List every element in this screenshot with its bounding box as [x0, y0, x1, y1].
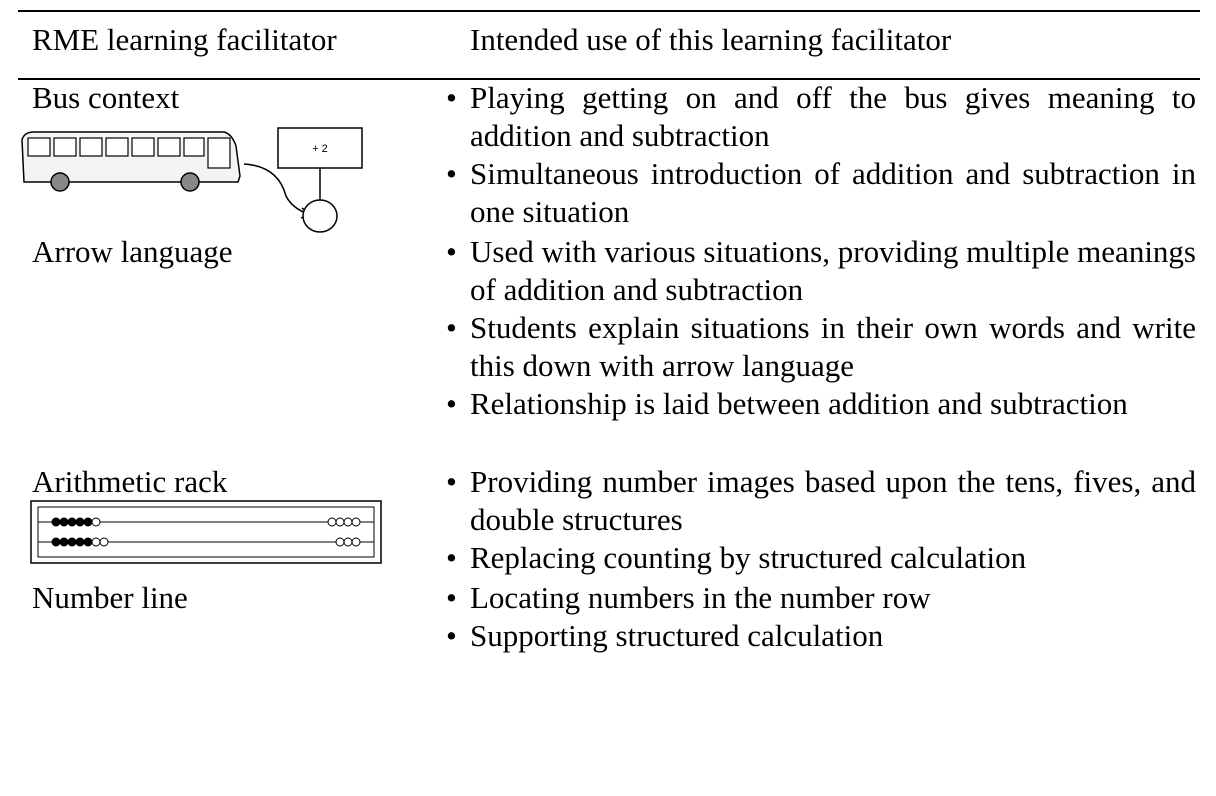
top-rule [18, 10, 1200, 12]
uses: Playing getting on and off the bus gives… [440, 79, 1196, 231]
facilitator: Number line [32, 580, 188, 615]
rack-illustration [30, 500, 382, 564]
uses: Providing number images based upon the t… [440, 463, 1196, 577]
uses: Locating numbers in the number row Suppo… [440, 579, 1196, 655]
uses: Used with various situations, providing … [440, 233, 1196, 423]
use-item: Simultaneous introduction of addition an… [440, 155, 1196, 231]
use-item: Relationship is laid between addition an… [440, 385, 1196, 423]
use-item: Providing number images based upon the t… [440, 463, 1196, 539]
facilitator: Arithmetic rack [32, 464, 228, 499]
facilitator: Bus context [32, 80, 180, 115]
use-item: Replacing counting by structured calcula… [440, 539, 1196, 577]
use-item: Playing getting on and off the bus gives… [440, 79, 1196, 155]
use-item: Locating numbers in the number row [440, 579, 1196, 617]
header-cell: Intended use of this learning facilitato… [470, 22, 952, 57]
illustration-label: + 2 [312, 143, 328, 155]
facilitator: Arrow language [32, 234, 233, 269]
header-cell: RME learning facilitator [32, 22, 337, 57]
use-item: Used with various situations, providing … [440, 233, 1196, 309]
use-item: Students explain situations in their own… [440, 309, 1196, 385]
use-item: Supporting structured calculation [440, 617, 1196, 655]
bus-illustration: + 2 [21, 127, 363, 233]
